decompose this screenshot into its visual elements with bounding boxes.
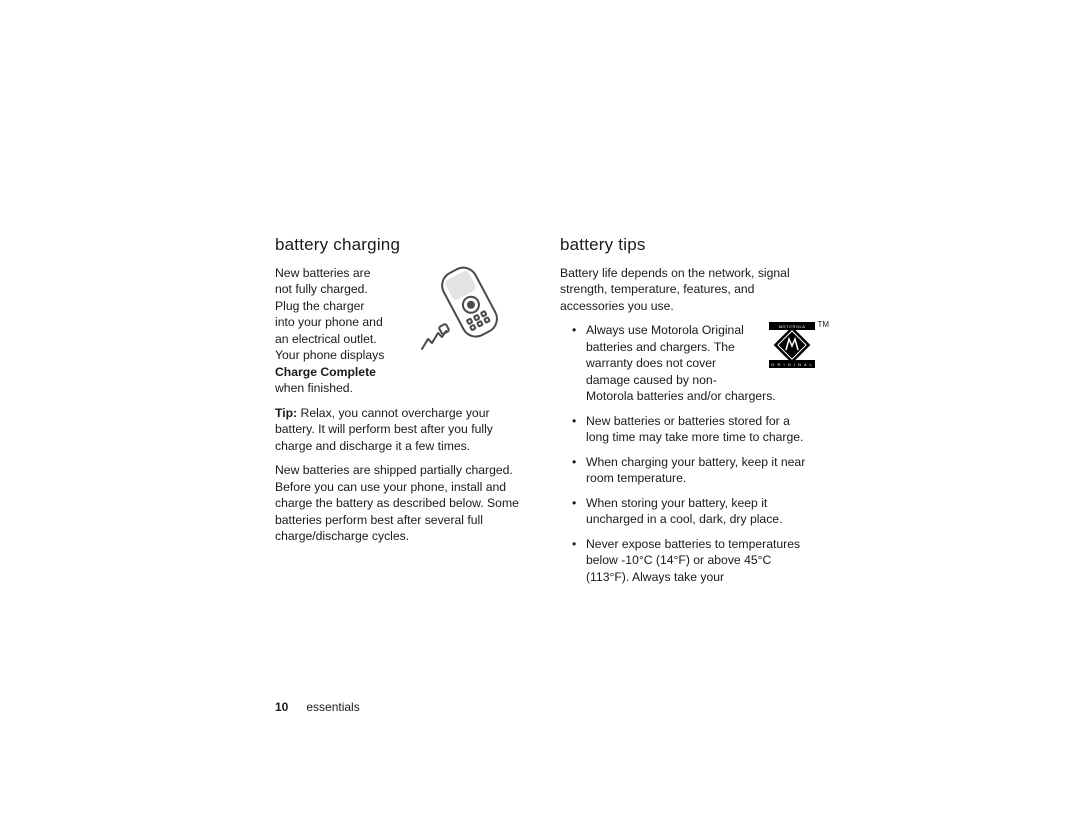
phone-charger-icon bbox=[410, 263, 530, 355]
page-footer: 10 essentials bbox=[275, 700, 360, 714]
list-item: When storing your battery, keep it uncha… bbox=[560, 495, 815, 528]
tip-paragraph: Tip: Relax, you cannot overcharge your b… bbox=[275, 405, 530, 454]
tip-label: Tip: bbox=[275, 406, 297, 420]
intro-line: into your phone and bbox=[275, 315, 383, 329]
left-column: battery charging New batteries are not f… bbox=[275, 235, 530, 593]
page-number: 10 bbox=[275, 700, 288, 714]
intro-line: an electrical outlet. bbox=[275, 332, 377, 346]
charge-complete-suffix: when finished. bbox=[275, 381, 353, 395]
trademark-symbol: TM bbox=[817, 320, 829, 331]
intro-line: New batteries are bbox=[275, 266, 371, 280]
charging-intro-with-illustration: New batteries are not fully charged. Plu… bbox=[275, 265, 530, 397]
bullet-text: When charging your battery, keep it near… bbox=[586, 455, 805, 485]
tips-list: TM MOTOROLA O R I G I N A L bbox=[560, 322, 815, 585]
page-content: battery charging New batteries are not f… bbox=[275, 235, 815, 593]
battery-charging-heading: battery charging bbox=[275, 235, 530, 255]
two-column-layout: battery charging New batteries are not f… bbox=[275, 235, 815, 593]
bullet-text: When storing your battery, keep it uncha… bbox=[586, 496, 782, 526]
bullet-text: Always use Motorola Original batteries a… bbox=[586, 323, 776, 403]
charge-complete-label: Charge Complete bbox=[275, 365, 376, 379]
list-item: TM MOTOROLA O R I G I N A L bbox=[560, 322, 815, 404]
section-name: essentials bbox=[306, 700, 359, 714]
right-column: battery tips Battery life depends on the… bbox=[560, 235, 815, 593]
list-item: New batteries or batteries stored for a … bbox=[560, 413, 815, 446]
bullet-text: New batteries or batteries stored for a … bbox=[586, 414, 803, 444]
intro-line: not fully charged. bbox=[275, 282, 368, 296]
tips-intro: Battery life depends on the network, sig… bbox=[560, 265, 815, 314]
motorola-original-logo: TM MOTOROLA O R I G I N A L bbox=[769, 322, 815, 368]
intro-line: Plug the charger bbox=[275, 299, 364, 313]
battery-tips-heading: battery tips bbox=[560, 235, 815, 255]
charging-intro-text: New batteries are not fully charged. Plu… bbox=[275, 265, 404, 397]
tip-text: Relax, you cannot overcharge your batter… bbox=[275, 406, 493, 453]
intro-line: Your phone displays bbox=[275, 348, 384, 362]
list-item: When charging your battery, keep it near… bbox=[560, 454, 815, 487]
list-item: Never expose batteries to temperatures b… bbox=[560, 536, 815, 585]
shipping-paragraph: New batteries are shipped partially char… bbox=[275, 462, 530, 544]
bullet-text: Never expose batteries to temperatures b… bbox=[586, 537, 800, 584]
